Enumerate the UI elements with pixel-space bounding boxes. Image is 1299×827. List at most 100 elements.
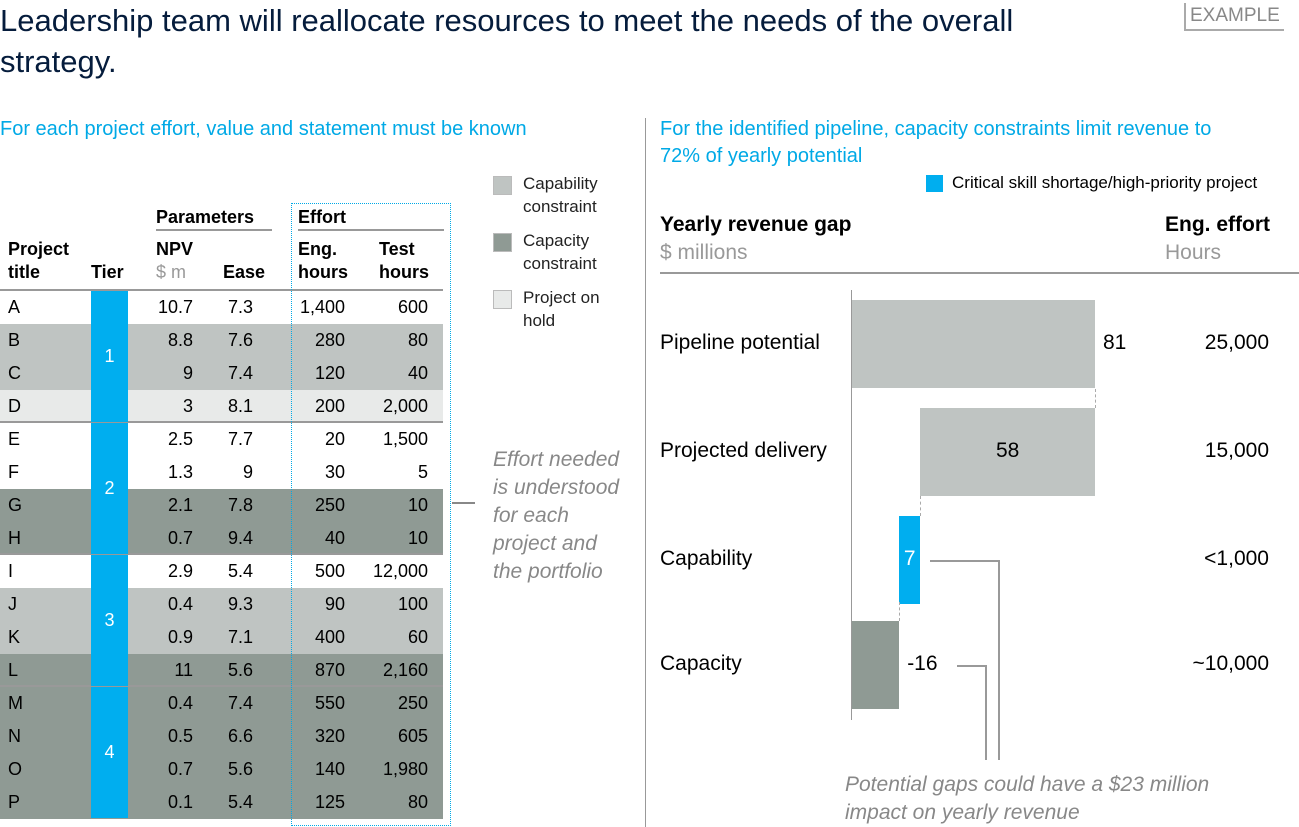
project-title-cell: F	[8, 462, 19, 482]
table-row: C 9 7.4 120 40	[0, 357, 443, 390]
eng-effort-title: Eng. effort	[1165, 213, 1270, 236]
test-hours-cell: 80	[407, 330, 428, 350]
test-hours-cell: 60	[407, 627, 428, 647]
npv-cell: 8.8	[167, 330, 193, 350]
npv-cell: 0.7	[167, 759, 193, 779]
npv-cell: 0.4	[167, 693, 193, 713]
header-line: Project	[8, 239, 70, 259]
npv-cell: 2.1	[167, 495, 193, 515]
eng-hours-cell: 250	[314, 495, 345, 515]
ease-header: Ease	[223, 262, 266, 282]
eng-hours-cell: 1,400	[299, 297, 345, 317]
note-line: Effort needed	[493, 448, 620, 471]
legend-line: Capability	[523, 174, 598, 193]
tier-label: 2	[104, 478, 115, 498]
test-hours-cell: 5	[417, 462, 428, 482]
table-row: D 3 8.1 200 2,000	[0, 390, 443, 423]
table-row: G 2.1 7.8 250 10	[0, 489, 443, 522]
ease-cell: 7.3	[227, 297, 253, 317]
effort-value: 25,000	[1204, 331, 1269, 354]
npv-cell: 0.4	[167, 594, 193, 614]
test-hours-cell: 605	[397, 726, 428, 746]
table-row: E 2.5 7.7 20 1,500	[0, 421, 443, 456]
bar	[899, 516, 921, 604]
npv-cell: 11	[174, 660, 193, 680]
table-row: N 0.5 6.6 320 605	[0, 720, 443, 753]
legend-label: Capacity constraint	[523, 229, 597, 275]
ease-cell: 5.6	[227, 759, 253, 779]
panel-divider	[645, 118, 646, 827]
category-label: Projected delivery	[660, 439, 827, 462]
page-title: Leadership team will reallocate resource…	[0, 3, 1014, 79]
note-line: for each	[493, 504, 569, 527]
header-line: Test	[379, 239, 415, 259]
test-hours-cell: 12,000	[372, 561, 428, 581]
eng-hours-cell: 40	[324, 528, 345, 548]
eng-hours-cell: 20	[324, 429, 345, 449]
critical-skill-legend-label: Critical skill shortage/high-priority pr…	[952, 173, 1258, 192]
table-row: M 0.4 7.4 550 250	[0, 685, 443, 720]
eng-effort-unit: Hours	[1165, 241, 1222, 264]
ease-cell: 5.4	[227, 792, 253, 812]
project-title-cell: H	[8, 528, 21, 548]
eng-hours-cell: 140	[314, 759, 345, 779]
test-hours-cell: 80	[407, 792, 428, 812]
note-line: is understood	[493, 476, 620, 499]
table-row: H 0.7 9.4 40 10	[0, 522, 443, 555]
effort-note: Effort needed is understood for each projec…	[493, 446, 619, 586]
test-hours-cell: 1,500	[382, 429, 428, 449]
effort-value: 15,000	[1204, 439, 1269, 462]
header-line: title	[8, 262, 41, 282]
effort-header: Effort	[298, 206, 444, 231]
ease-cell: 5.6	[227, 660, 253, 680]
legend-label: Capability constraint	[523, 172, 598, 218]
waterfall-connector	[920, 496, 922, 516]
data-label: 81	[1103, 331, 1127, 354]
npv-cell: 1.3	[167, 462, 193, 482]
project-title-cell: G	[8, 495, 23, 515]
npv-cell: 2.9	[167, 561, 193, 581]
waterfall-connector	[899, 602, 901, 621]
project-title-cell: D	[8, 396, 21, 416]
ease-cell: 5.4	[227, 561, 253, 581]
capability-bracket	[930, 560, 1000, 760]
capacity-bracket	[957, 665, 987, 760]
project-title-cell: A	[8, 297, 21, 317]
test-hours-cell: 2,160	[382, 660, 428, 680]
npv-unit: $ m	[156, 262, 187, 282]
note-line: Potential gaps could have a $23 million	[845, 773, 1210, 796]
eng-hours-cell: 125	[314, 792, 345, 812]
project-table: A 10.7 7.3 1,400 600 B 8.8 7.6 280 80 C 9 7.4 120 40 D 3…	[0, 289, 443, 821]
eng-hours-cell: 550	[314, 693, 345, 713]
bar	[920, 408, 1095, 496]
npv-cell: 0.9	[167, 627, 193, 647]
test-hours-cell: 600	[397, 297, 428, 317]
tier-label: 4	[104, 742, 115, 762]
test-hours-cell: 10	[407, 528, 428, 548]
test-hours-cell: 100	[397, 594, 428, 614]
project-title-cell: K	[8, 627, 21, 647]
table-row: P 0.1 5.4 125 80	[0, 786, 443, 819]
tier-header: Tier	[91, 262, 124, 282]
legend-line: constraint	[523, 254, 597, 273]
left-subtitle: For each project effort, value and state…	[0, 118, 527, 140]
impact-note: Potential gaps could have a $23 million i…	[845, 771, 1209, 827]
right-subtitle: For the identified pipeline, capacity co…	[660, 116, 1211, 170]
legend-line: Capacity	[523, 231, 590, 250]
table-row: J 0.4 9.3 90 100	[0, 588, 443, 621]
project-title-cell: L	[8, 660, 19, 680]
legend-line: constraint	[523, 197, 597, 216]
table-row: I 2.9 5.4 500 12,000	[0, 553, 443, 588]
legend-line: Project on	[523, 288, 600, 307]
project-title-cell: M	[8, 693, 23, 713]
revenue-gap-unit: $ millions	[660, 241, 748, 264]
table-row: B 8.8 7.6 280 80	[0, 324, 443, 357]
ease-cell: 9.4	[227, 528, 253, 548]
ease-cell: 6.6	[227, 726, 253, 746]
data-label: -16	[907, 652, 938, 675]
project-title-cell: I	[8, 561, 14, 581]
legend-swatch	[493, 176, 512, 195]
npv-cell: 3	[182, 396, 193, 416]
critical-skill-legend-swatch	[926, 175, 943, 192]
header-line: Eng.	[298, 239, 337, 259]
